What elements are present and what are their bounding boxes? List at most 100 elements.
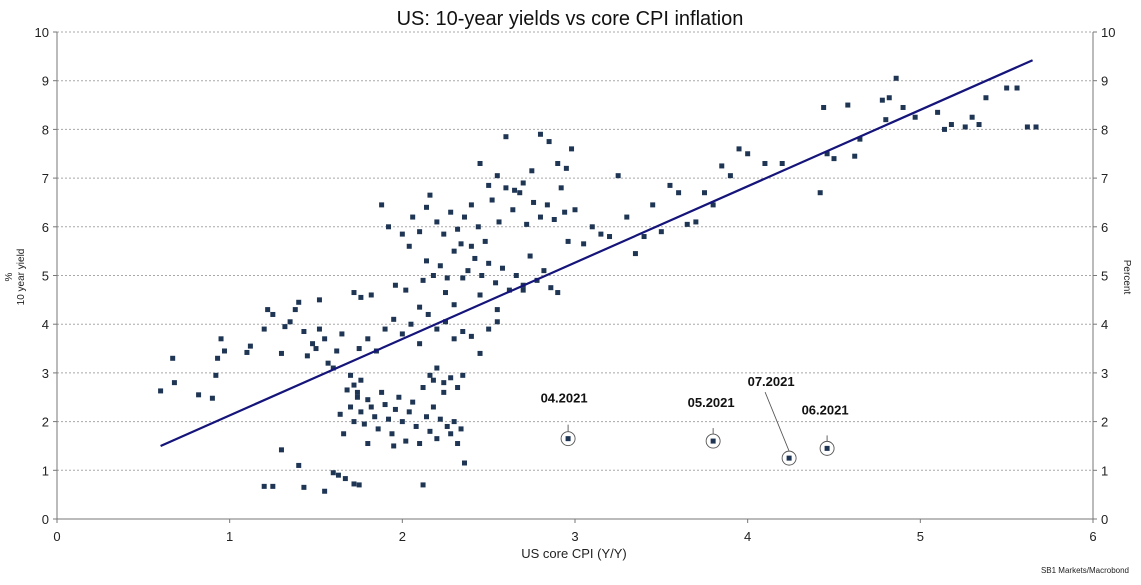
scatter-point [562,209,568,215]
scatter-point [287,319,293,325]
scatter-point [572,207,578,213]
scatter-point [330,365,336,371]
scatter-point [779,160,785,166]
scatter-point [351,419,357,425]
scatter-point [425,311,431,317]
trend-line [160,59,1034,447]
scatter-point [551,216,557,222]
scatter-point [215,355,221,361]
scatter-point [544,202,550,208]
scatter-point [667,182,673,188]
scatter-point [339,331,345,337]
scatter-point [468,202,474,208]
trend-layer [160,59,1034,447]
scatter-point [392,282,398,288]
annotation-label: 04.2021 [541,391,588,406]
x-tick-label: 6 [1089,529,1096,544]
scatter-point [379,389,385,395]
scatter-point [441,231,447,237]
scatter-point [486,326,492,332]
scatter-point [482,238,488,244]
scatter-point [344,387,350,393]
scatter-point [831,156,837,162]
y-tick-label-left: 6 [42,220,49,235]
scatter-point [513,273,519,278]
scatter-point [396,394,402,400]
scatter-point [443,290,448,296]
scatter-point [468,333,474,339]
grid-layer [57,31,1093,471]
scatter-point [493,280,499,286]
y-tick-label-left: 2 [42,415,49,430]
scatter-point [563,165,569,171]
scatter-point [270,483,276,489]
scatter-point [209,395,215,401]
scatter-point [451,336,457,342]
scatter-point [693,219,699,225]
x-tick-label: 3 [571,529,578,544]
scatter-point [382,326,388,332]
highlight-point [786,455,792,461]
scatter-point [537,131,543,137]
scatter-point [983,95,989,101]
scatter-point [477,160,483,166]
scatter-point [455,226,461,232]
x-tick-label: 4 [744,529,751,544]
scatter-point [261,483,267,489]
scatter-point [386,224,392,230]
scatter-point [900,104,906,110]
scatter-point [434,365,440,371]
scatter-point [468,243,474,249]
scatter-point [893,75,899,81]
scatter-point [334,348,340,354]
scatter-point [460,329,466,335]
scatter-point [883,117,889,123]
scatter-point [196,392,202,398]
scatter-point [624,214,630,220]
y-tick-label-right: 6 [1101,220,1108,235]
scatter-point [391,443,397,449]
y-tick-label-right: 2 [1101,415,1108,430]
scatter-point [494,307,500,313]
scatter-point [341,431,347,437]
scatter-point [702,190,707,196]
scatter-point [348,372,354,378]
scatter-point [372,414,378,420]
scatter-point [503,134,509,140]
scatter-point [632,251,638,257]
scatter-point [379,202,385,208]
annotation-label: 07.2021 [748,374,795,389]
scatter-point [410,214,416,220]
scatter-point [391,316,397,322]
scatter-point [650,202,656,208]
scatter-point [762,160,768,166]
scatter-point [408,321,414,327]
scatter-point [437,416,443,422]
scatter-point [558,185,564,191]
scatter-point [403,438,409,444]
scatter-point [354,394,360,400]
scatter-point [710,202,716,208]
scatter-point [546,139,552,145]
scatter-point [458,241,464,247]
y-tick-label-left: 8 [42,122,49,137]
scatter-point [365,441,371,447]
scatter-point [912,114,918,120]
scatter-point [745,151,751,157]
scatter-point [221,348,227,354]
scatter-point [520,287,526,293]
scatter-point [455,385,461,391]
source-note: SB1 Markets/Macrobond [1041,566,1129,575]
scatter-point [537,214,543,220]
scatter-point [489,197,495,203]
y-tick-label-left: 0 [42,512,49,527]
scatter-point [727,173,733,179]
scatter-point [477,350,483,356]
scatter-point [719,163,725,169]
scatter-point [365,397,371,403]
scatter-point [458,426,464,432]
scatter-point [427,192,433,198]
y-axis-label-left: 10 year yield [16,249,27,306]
y-tick-label-right: 7 [1101,171,1108,186]
